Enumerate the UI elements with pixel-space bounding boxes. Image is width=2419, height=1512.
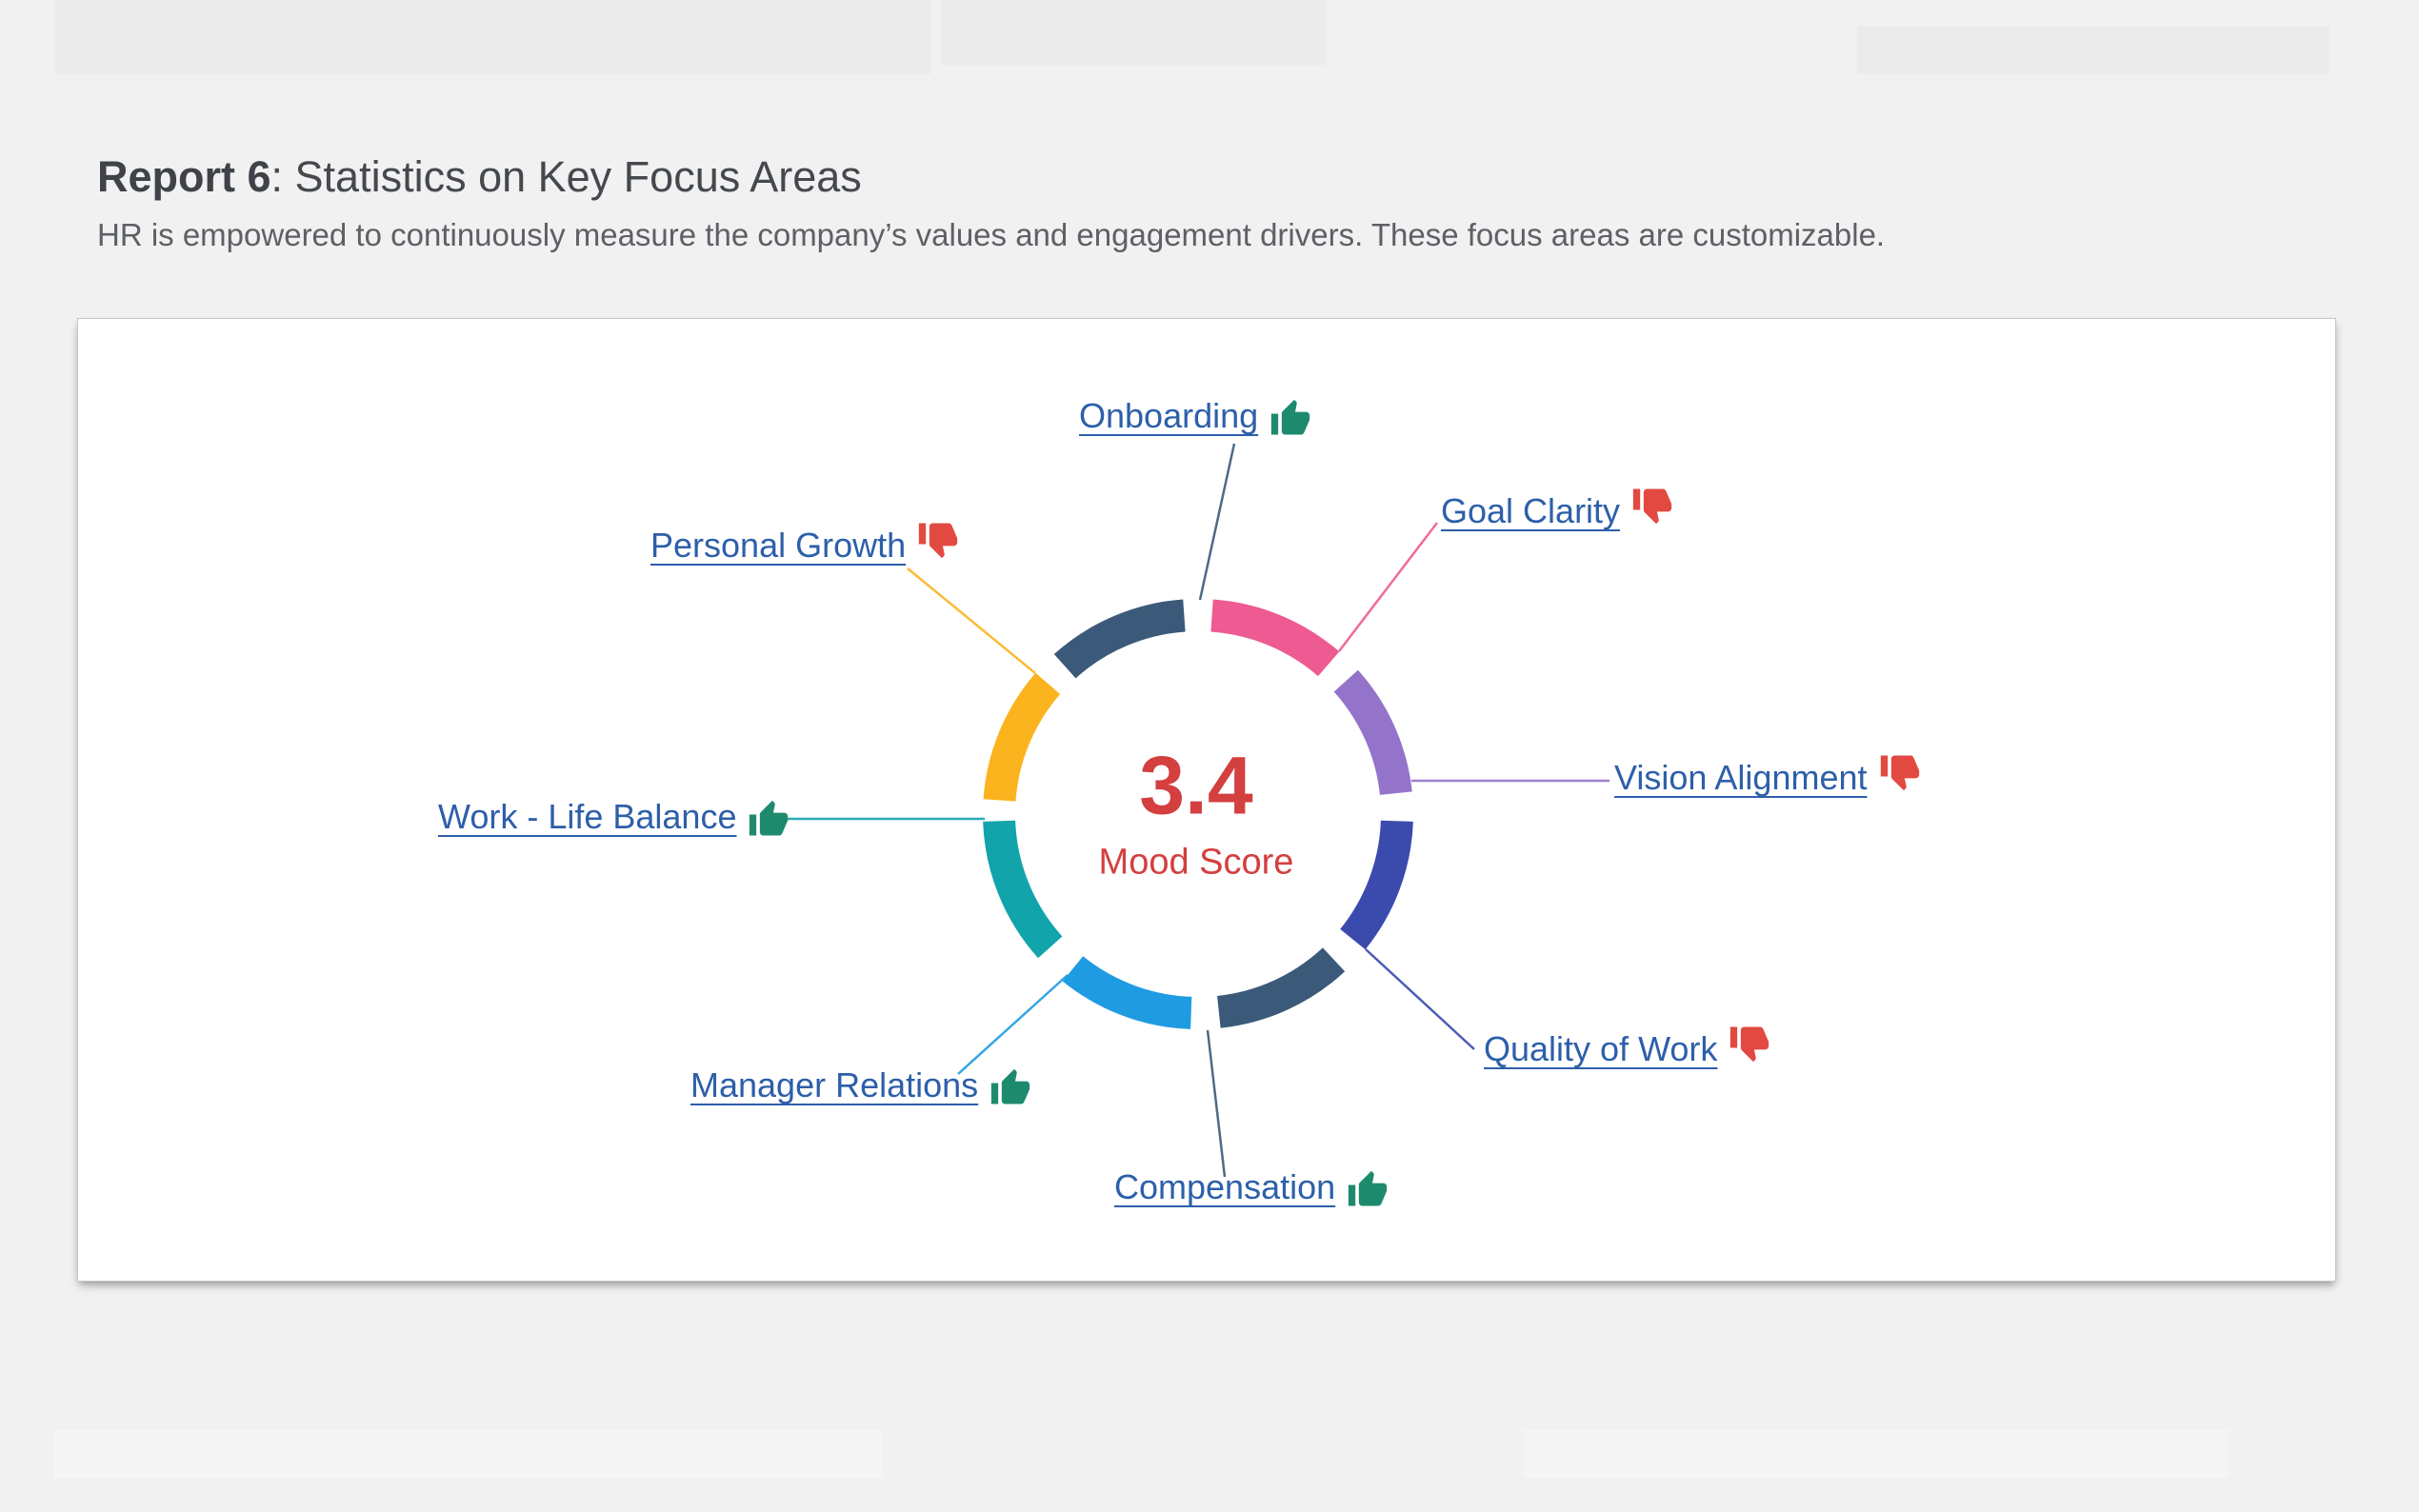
focus-area-goal-clarity: Goal Clarity xyxy=(1441,488,1673,532)
leader-line-manager-relations xyxy=(957,974,1069,1075)
leader-line-personal-growth xyxy=(907,567,1036,674)
focus-area-link-vision-alignment[interactable]: Vision Alignment xyxy=(1614,758,1868,797)
donut-segment-work-life-balance[interactable] xyxy=(983,820,1063,959)
focus-area-link-work-life-balance[interactable]: Work - Life Balance xyxy=(438,797,737,836)
focus-area-link-personal-growth[interactable]: Personal Growth xyxy=(650,526,907,565)
leader-line-compensation xyxy=(1206,1029,1227,1178)
thumb-down-icon xyxy=(1880,755,1919,791)
report-title: Report 6: Statistics on Key Focus Areas xyxy=(97,152,1885,202)
report-header: Report 6: Statistics on Key Focus Areas … xyxy=(97,152,1885,253)
thumb-up-icon xyxy=(1348,1170,1388,1206)
leader-line-onboarding xyxy=(1198,443,1236,601)
focus-area-onboarding: Onboarding xyxy=(1079,395,1311,437)
background-artifact xyxy=(1524,1430,2229,1478)
report-title-rest: : Statistics on Key Focus Areas xyxy=(270,152,862,201)
focus-area-compensation: Compensation xyxy=(1114,1166,1389,1208)
donut-segment-quality-of-work[interactable] xyxy=(1340,820,1413,950)
focus-area-quality-of-work: Quality of Work xyxy=(1484,1026,1770,1070)
background-artifact xyxy=(54,1430,883,1478)
focus-area-vision-alignment: Vision Alignment xyxy=(1614,755,1921,799)
focus-area-work-life-balance: Work - Life Balance xyxy=(438,796,790,838)
focus-area-link-compensation[interactable]: Compensation xyxy=(1114,1167,1336,1206)
thumb-up-icon xyxy=(1270,399,1310,435)
focus-area-link-quality-of-work[interactable]: Quality of Work xyxy=(1484,1029,1718,1068)
focus-area-manager-relations: Manager Relations xyxy=(690,1064,1031,1106)
background-artifact xyxy=(1857,27,2329,74)
leader-line-quality-of-work xyxy=(1365,948,1475,1050)
thumb-down-icon xyxy=(918,523,958,559)
donut-segment-personal-growth[interactable] xyxy=(983,672,1061,802)
focus-area-link-onboarding[interactable]: Onboarding xyxy=(1079,396,1259,435)
thumb-up-icon xyxy=(750,800,789,836)
thumb-down-icon xyxy=(1632,488,1672,525)
thumb-down-icon xyxy=(1730,1026,1769,1063)
focus-area-personal-growth: Personal Growth xyxy=(650,523,959,567)
focus-area-link-goal-clarity[interactable]: Goal Clarity xyxy=(1441,491,1621,530)
leader-line-goal-clarity xyxy=(1338,522,1438,652)
donut-segment-goal-clarity[interactable] xyxy=(1210,599,1340,677)
report-card xyxy=(77,318,2336,1282)
focus-area-link-manager-relations[interactable]: Manager Relations xyxy=(690,1065,979,1104)
report-title-prefix: Report 6 xyxy=(97,152,271,201)
donut-segment-vision-alignment[interactable] xyxy=(1333,669,1412,795)
report-subtitle: HR is empowered to continuously measure … xyxy=(97,217,1886,252)
thumb-up-icon xyxy=(991,1068,1030,1104)
background-artifact xyxy=(941,0,1327,65)
donut-segment-manager-relations[interactable] xyxy=(1062,956,1192,1029)
donut-segment-compensation[interactable] xyxy=(1217,947,1346,1028)
donut-segment-onboarding[interactable] xyxy=(1053,599,1186,679)
background-artifact xyxy=(54,0,930,74)
